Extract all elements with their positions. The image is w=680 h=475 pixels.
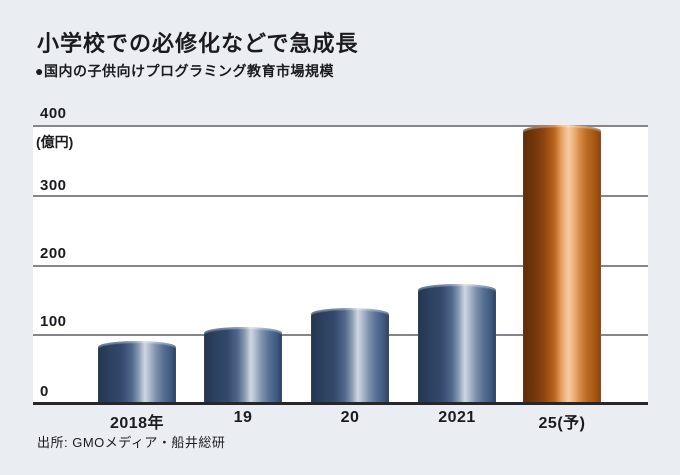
- bar-2021: [418, 284, 496, 404]
- gridline-300: [33, 194, 648, 197]
- y-axis-unit-label: (億円): [36, 134, 74, 150]
- page-title: 小学校での必修化などで急成長: [37, 31, 359, 56]
- y-tick-400: 400: [40, 105, 67, 122]
- x-label-19: 19: [233, 409, 253, 426]
- x-axis-baseline: [33, 402, 648, 405]
- x-label-2018: 2018年: [109, 415, 165, 432]
- gridline-200: [33, 264, 648, 267]
- x-label-2021: 2021: [438, 409, 476, 426]
- bar-2019: [204, 327, 282, 404]
- chart-subtitle: ●国内の子供向けプログラミング教育市場規模: [35, 63, 334, 79]
- bar-2025-forecast: [523, 125, 601, 404]
- source-credit: 出所: GMOメディア・船井総研: [37, 435, 226, 450]
- y-tick-200: 200: [40, 245, 67, 262]
- x-label-25-forecast: 25(予): [538, 415, 586, 432]
- x-label-20: 20: [340, 409, 360, 426]
- y-tick-0: 0: [40, 383, 49, 400]
- gridline-400: [33, 125, 648, 127]
- bar-2018: [98, 341, 176, 404]
- y-tick-100: 100: [40, 313, 67, 330]
- plot-area: [33, 125, 648, 405]
- y-tick-300: 300: [40, 177, 67, 194]
- bar-2020: [311, 308, 389, 404]
